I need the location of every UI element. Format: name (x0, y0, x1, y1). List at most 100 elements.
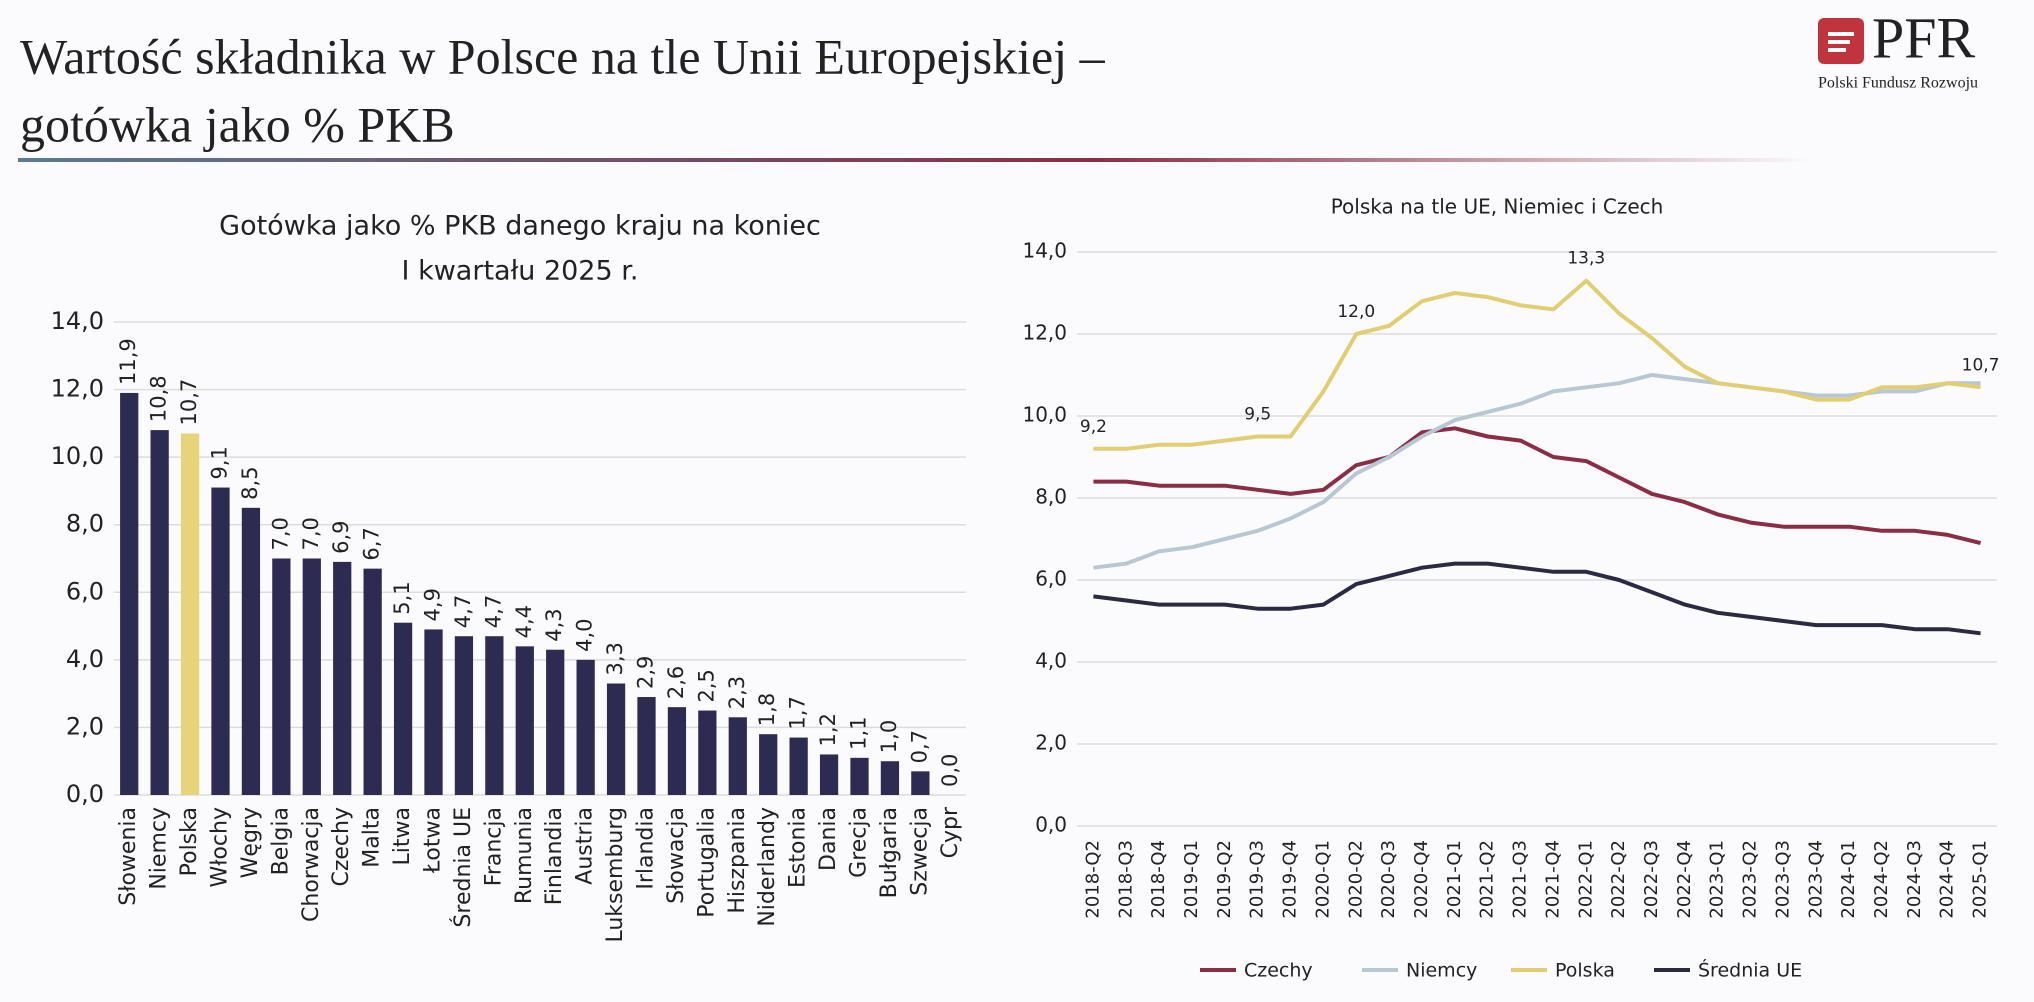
bar (819, 754, 839, 795)
value-label: 10,7 (177, 379, 201, 426)
bar (333, 561, 352, 795)
value-label: 12,0 (1337, 302, 1375, 322)
value-label: 1,0 (877, 720, 901, 753)
bar (667, 707, 687, 795)
bar (789, 737, 808, 795)
x-tick-label: Irlandia (634, 807, 659, 890)
x-tick-label: Włochy (208, 807, 233, 888)
value-label: 4,7 (481, 595, 505, 628)
x-tick-label: 2021-Q3 (1510, 840, 1531, 919)
bar (515, 646, 534, 795)
value-label: 1,1 (847, 716, 871, 749)
value-label: 3,3 (603, 642, 627, 675)
y-tick-label: 2,0 (1035, 731, 1067, 755)
x-tick-label: Szwecja (907, 807, 932, 896)
x-tick-label: 2020-Q3 (1378, 840, 1399, 919)
x-tick-label: 2021-Q1 (1444, 840, 1465, 919)
value-label: 7,0 (299, 517, 323, 550)
bar (546, 649, 565, 795)
x-tick-label: 2022-Q2 (1608, 840, 1629, 919)
chart-title: I kwartału 2025 r. (402, 256, 639, 287)
page-title: gotówka jako % PKB (20, 96, 455, 152)
x-tick-label: 2024-Q4 (1937, 840, 1958, 919)
x-tick-label: 2024-Q1 (1838, 840, 1859, 919)
bar (150, 430, 169, 795)
x-tick-label: 2018-Q2 (1082, 840, 1103, 919)
x-tick-label: Hiszpania (725, 807, 750, 914)
y-tick-label: 14,0 (1022, 239, 1067, 263)
y-tick-label: 0,0 (66, 780, 104, 808)
series-line (1093, 278, 1981, 451)
x-tick-label: 2022-Q4 (1674, 840, 1695, 919)
bar (363, 568, 382, 795)
x-tick-label: Niemcy (147, 807, 172, 890)
bar (424, 629, 443, 795)
y-tick-label: 2,0 (66, 712, 104, 740)
legend-label: Polska (1555, 960, 1615, 982)
bar (728, 717, 747, 795)
x-tick-label: 2019-Q4 (1280, 840, 1301, 919)
series-line (1093, 426, 1982, 546)
bar (272, 558, 291, 795)
y-tick-label: 14,0 (51, 307, 104, 335)
value-label: 10,7 (1962, 355, 2000, 375)
x-tick-label: Łotwa (421, 807, 446, 874)
value-label: 7,0 (268, 517, 292, 550)
value-label: 6,7 (360, 527, 384, 560)
chart-title: Polska na tle UE, Niemiec i Czech (1331, 195, 1664, 219)
bar (637, 697, 656, 795)
value-label: 2,3 (725, 676, 749, 709)
legend-label: Średnia UE (1698, 958, 1802, 982)
charts: Gotówka jako % PKB danego kraju na konie… (51, 195, 2000, 982)
y-tick-label: 10,0 (51, 442, 104, 470)
logo-subtitle: Polski Fundusz Rozwoju (1818, 75, 1978, 92)
value-label: 5,1 (390, 581, 414, 614)
series-line (1093, 373, 1981, 570)
value-label: 1,8 (755, 693, 779, 726)
bar (454, 636, 474, 795)
bar (880, 761, 900, 795)
x-tick-label: 2020-Q4 (1411, 840, 1432, 919)
bar (850, 757, 869, 795)
x-tick-label: 2022-Q3 (1641, 840, 1662, 919)
x-tick-label: Finlandia (542, 807, 567, 905)
x-tick-label: Węgry (238, 807, 263, 878)
value-label: 9,5 (1244, 405, 1271, 425)
x-tick-label: 2020-Q2 (1345, 840, 1366, 919)
bar (759, 734, 778, 795)
x-tick-label: 2024-Q3 (1904, 840, 1925, 919)
x-tick-label: Niderlandy (755, 807, 780, 927)
x-tick-label: Słowacja (664, 807, 689, 904)
logo-text: PFR (1872, 5, 1976, 70)
bar (120, 392, 139, 795)
x-tick-label: 2023-Q4 (1805, 840, 1826, 919)
y-tick-label: 8,0 (66, 510, 104, 538)
bar (211, 487, 230, 795)
x-tick-label: Litwa (390, 807, 415, 865)
y-tick-label: 4,0 (1035, 649, 1067, 673)
legend-label: Czechy (1244, 960, 1313, 982)
chart-title: Gotówka jako % PKB danego kraju na konie… (219, 211, 821, 242)
x-tick-label: 2023-Q3 (1772, 840, 1793, 919)
y-tick-label: 12,0 (1022, 321, 1067, 345)
x-tick-label: 2019-Q3 (1247, 840, 1268, 919)
x-tick-label: Średnia UE (450, 807, 476, 928)
x-tick-label: Austria (573, 807, 598, 885)
x-tick-label: Belgia (268, 807, 293, 875)
y-tick-label: 6,0 (66, 577, 104, 605)
value-label: 2,5 (694, 669, 718, 702)
y-tick-label: 4,0 (66, 645, 104, 673)
x-tick-label: 2019-Q2 (1214, 840, 1235, 919)
x-tick-label: Malta (360, 807, 385, 868)
x-tick-label: 2024-Q2 (1871, 840, 1892, 919)
page-title: Wartość składnika w Polsce na tle Unii E… (20, 28, 1106, 84)
y-tick-label: 12,0 (51, 375, 104, 403)
value-label: 11,9 (116, 338, 140, 385)
value-label: 0,0 (938, 754, 962, 787)
value-label: 6,9 (329, 520, 353, 553)
x-tick-label: 2021-Q2 (1477, 840, 1498, 919)
value-label: 4,7 (451, 595, 475, 628)
bar (241, 507, 261, 795)
x-tick-label: Polska (177, 807, 202, 876)
x-tick-label: 2022-Q1 (1575, 840, 1596, 919)
